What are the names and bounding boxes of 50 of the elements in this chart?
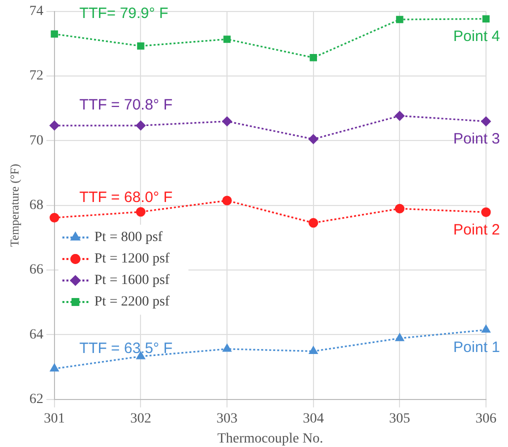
- point: [481, 116, 491, 126]
- y-tick-label: 74: [29, 4, 44, 20]
- y-tick-label: 70: [29, 133, 44, 148]
- legend-label: Pt = 1600 psf: [94, 273, 170, 288]
- point: [50, 30, 58, 38]
- y-tick-label: 66: [29, 262, 44, 278]
- annotation: TTF = 68.0° F: [79, 188, 173, 206]
- y-tick-label: 64: [29, 327, 44, 342]
- x-tick-label: 301: [44, 411, 65, 426]
- legend-label: Pt = 1200 psf: [94, 252, 170, 267]
- point: [482, 15, 490, 22]
- point: [482, 325, 490, 333]
- point: [50, 364, 59, 372]
- y-axis-title: Temperature (°F): [7, 164, 22, 247]
- point: [481, 207, 491, 217]
- point: [222, 116, 232, 126]
- annotation: Point 4: [453, 28, 500, 45]
- point: [222, 344, 232, 352]
- legend-label: Pt = 2200 psf: [94, 294, 170, 310]
- point: [223, 36, 231, 43]
- x-tick-label: 302: [130, 411, 152, 426]
- point: [310, 54, 317, 62]
- point: [50, 120, 60, 130]
- annotation: Point 2: [453, 221, 500, 238]
- annotation: TTF= 79.9° F: [79, 5, 168, 22]
- point: [136, 207, 146, 217]
- point: [308, 134, 318, 144]
- x-axis-title: Thermocouple No.: [217, 431, 324, 446]
- x-tick-label: 303: [216, 411, 238, 426]
- annotation: TTF = 70.8° F: [79, 96, 173, 114]
- point: [394, 204, 404, 214]
- point: [394, 111, 404, 121]
- point: [396, 16, 404, 24]
- point: [308, 218, 318, 228]
- y-tick-label: 68: [29, 198, 44, 214]
- point: [136, 120, 146, 130]
- legend-label: Pt = 800 psf: [94, 230, 163, 246]
- x-tick-label: 305: [389, 411, 410, 426]
- y-tick-label: 62: [29, 392, 44, 408]
- x-tick-label: 306: [476, 411, 496, 426]
- point: [50, 212, 60, 222]
- y-tick-label: 72: [29, 68, 44, 84]
- point: [395, 333, 404, 342]
- annotation: Point 3: [453, 130, 500, 148]
- x-tick-label: 304: [302, 411, 324, 426]
- annotation: Point 1: [453, 339, 500, 356]
- point: [222, 196, 232, 206]
- point: [137, 42, 144, 50]
- point: [309, 346, 318, 354]
- annotation: TTF = 63.5° F: [79, 340, 173, 357]
